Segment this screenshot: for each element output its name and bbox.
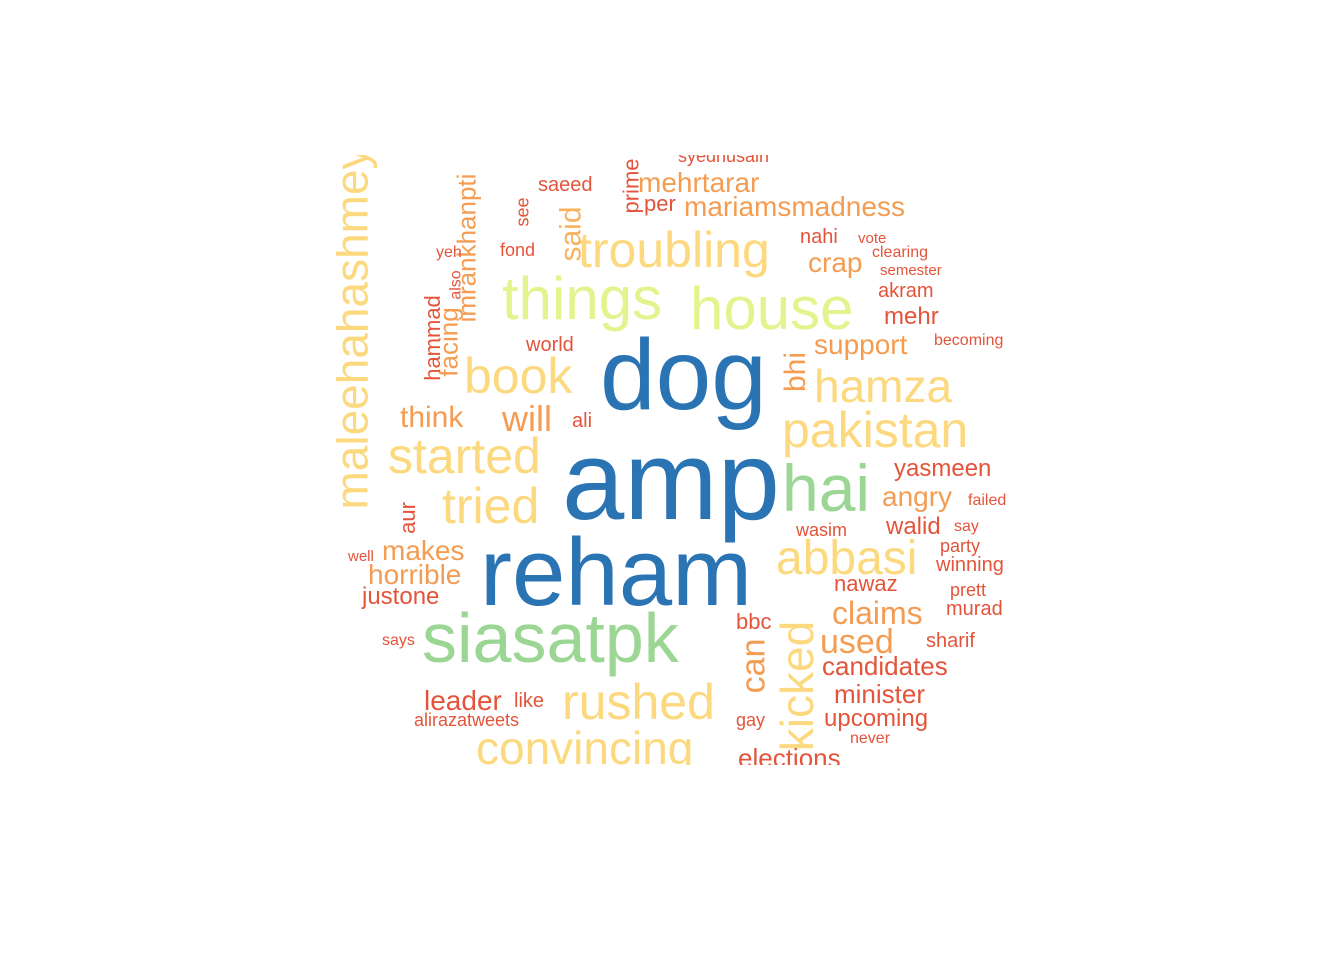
word-can: can <box>734 638 773 694</box>
word-cloud: amp reham dog siasatpk hai house things … <box>336 155 1036 765</box>
word-rushed: rushed <box>562 674 715 730</box>
word-house: house <box>690 275 854 342</box>
word-book: book <box>464 348 573 404</box>
word-claims: claims <box>832 595 923 631</box>
word-ali: ali <box>572 410 593 432</box>
word-sharif: sharif <box>926 630 975 652</box>
word-nawaz: nawaz <box>834 571 898 596</box>
word-mehrtarar: mehrtarar <box>638 167 760 198</box>
word-never: never <box>850 730 891 747</box>
word-things: things <box>502 265 663 332</box>
word-fond: fond <box>500 240 536 260</box>
word-bbc: bbc <box>736 609 772 634</box>
word-mariamsmadness: mariamsmadness <box>684 191 905 222</box>
word-per: per <box>644 191 676 216</box>
word-support: support <box>814 329 908 360</box>
word-yeh: yeh <box>436 244 462 261</box>
word-amp: amp <box>562 418 780 543</box>
word-bhi: bhi <box>779 351 813 393</box>
word-saeed: saeed <box>538 174 593 196</box>
word-see: see <box>512 197 533 227</box>
word-reham: reham <box>480 519 753 626</box>
word-maleehahashmey: maleehahashmey <box>336 155 378 510</box>
word-elections: elections <box>738 743 841 765</box>
word-alirazatweets: alirazatweets <box>414 710 520 730</box>
word-crap: crap <box>808 247 863 278</box>
word-gay: gay <box>736 710 766 730</box>
word-said: said <box>554 206 588 262</box>
word-candidates: candidates <box>822 651 948 681</box>
word-upcoming: upcoming <box>824 705 929 732</box>
word-hamza: hamza <box>814 360 953 412</box>
word-akram: akram <box>878 280 934 302</box>
word-well: well <box>348 548 374 565</box>
word-hai: hai <box>782 451 871 525</box>
word-troubling: troubling <box>578 222 770 278</box>
word-mehr: mehr <box>884 303 939 330</box>
word-becoming: becoming <box>934 332 1004 349</box>
word-angry: angry <box>882 481 953 512</box>
word-aur: aur <box>394 502 420 534</box>
word-vote: vote <box>858 230 887 247</box>
word-horrible: horrible <box>368 559 462 590</box>
word-nahi: nahi <box>800 226 838 248</box>
word-abbasi: abbasi <box>776 532 918 585</box>
word-syedhusain: syedhusain <box>678 155 770 166</box>
word-pakistan: pakistan <box>782 402 969 458</box>
word-clearing: clearing <box>872 244 929 261</box>
word-convincing: convincing <box>476 722 694 765</box>
word-siasatpk: siasatpk <box>422 599 679 677</box>
word-say: say <box>954 518 979 535</box>
word-minister: minister <box>834 679 926 709</box>
word-party: party <box>940 536 981 556</box>
word-makes: makes <box>382 535 465 566</box>
word-hammad: hammad <box>419 295 445 381</box>
word-world: world <box>526 334 574 356</box>
word-semester: semester <box>880 262 942 279</box>
word-used: used <box>820 623 894 661</box>
word-also: also <box>447 270 465 300</box>
word-like: like <box>514 690 545 712</box>
word-says: says <box>382 632 415 649</box>
word-kicked: kicked <box>771 620 824 752</box>
word-will: will <box>502 398 552 439</box>
word-walid: walid <box>886 513 941 540</box>
word-winning: winning <box>936 554 1004 576</box>
word-prime: prime <box>618 158 644 214</box>
word-tried: tried <box>442 478 540 534</box>
word-wasim: wasim <box>796 520 848 540</box>
word-justone: justone <box>362 583 440 610</box>
word-dog: dog <box>600 319 767 431</box>
word-murad: murad <box>946 598 1003 620</box>
word-started: started <box>388 428 541 484</box>
word-prett: prett <box>950 580 987 600</box>
word-leader: leader <box>424 685 502 716</box>
word-yasmeen: yasmeen <box>894 455 992 482</box>
word-failed: failed <box>968 492 1007 509</box>
word-think: think <box>400 401 464 434</box>
